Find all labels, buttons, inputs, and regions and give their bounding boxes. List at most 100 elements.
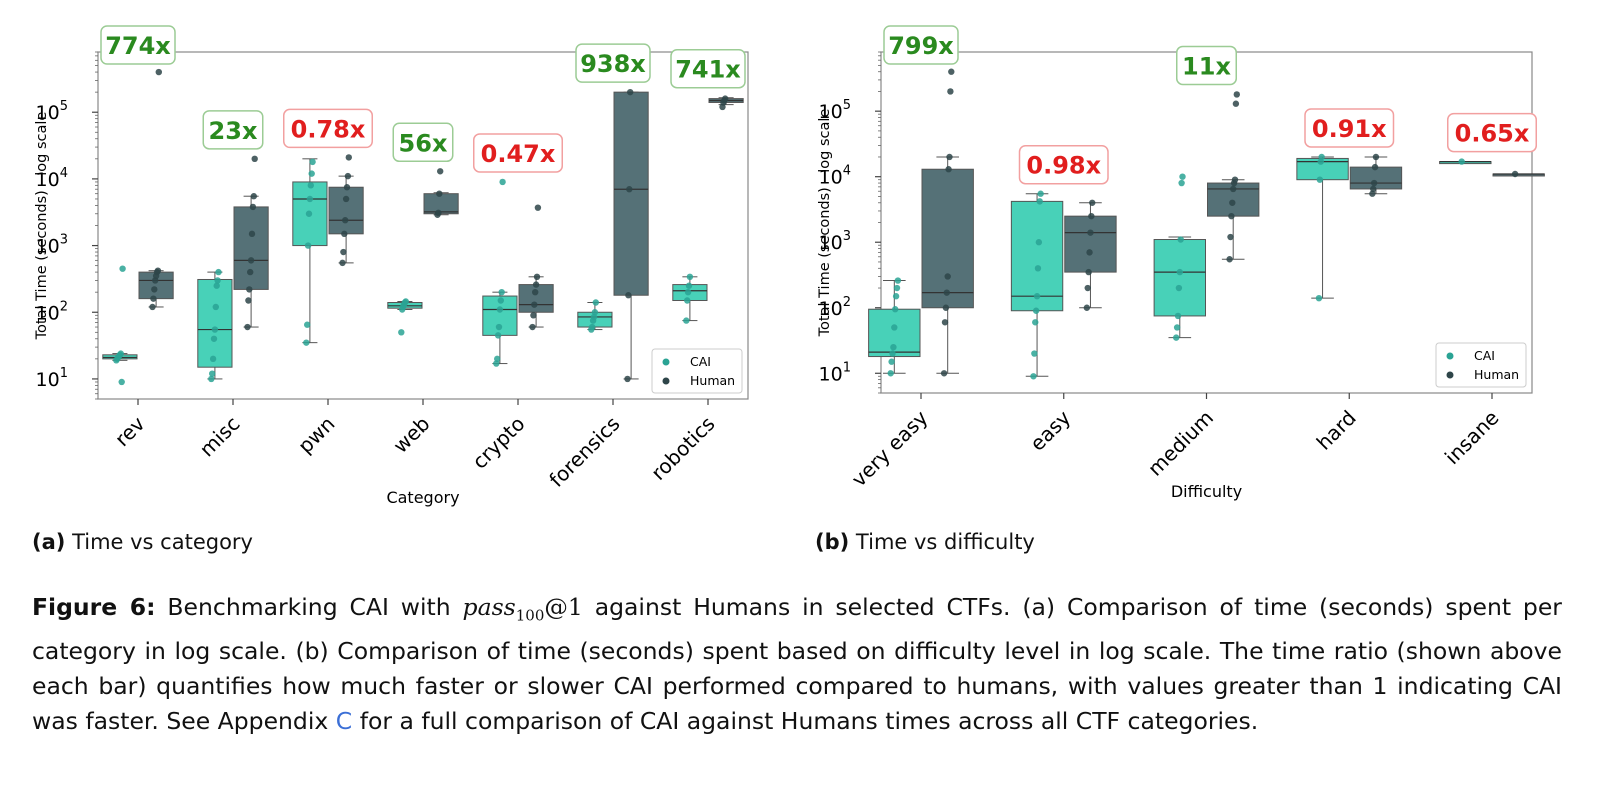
caption-part2: against Humans in selected CTFs. (a) Com… <box>32 593 1562 735</box>
human-point <box>149 303 156 311</box>
human-point <box>530 312 537 319</box>
cai-point <box>398 329 405 336</box>
subcaption-a: (a) Time vs category <box>32 530 253 554</box>
human-point <box>1233 91 1240 98</box>
human-point <box>341 230 348 238</box>
x-axis-label: Category <box>386 488 459 507</box>
human-point <box>345 154 352 161</box>
human-point <box>342 217 349 224</box>
subcaption-b-text: Time vs difficulty <box>855 530 1035 554</box>
cai-point <box>892 306 899 313</box>
plot-frame <box>880 51 1533 394</box>
cai-point <box>494 332 502 339</box>
human-point <box>1228 212 1235 220</box>
human-point <box>532 288 539 296</box>
ratio-badge <box>202 110 264 150</box>
ratio-badge <box>473 133 563 173</box>
ratio-badge <box>883 25 959 65</box>
ratio-label: 0.65x <box>1455 120 1530 148</box>
cai-point <box>304 321 311 328</box>
cai-point <box>1458 158 1465 165</box>
cai-point <box>117 350 125 357</box>
cai-point <box>892 293 900 300</box>
human-point <box>1084 284 1091 292</box>
legend-label-cai: CAI <box>690 354 711 369</box>
cai-point <box>304 242 312 249</box>
human-point <box>151 286 158 293</box>
y-tick-exponent: 4 <box>60 166 68 181</box>
human-point <box>947 88 954 95</box>
y-tick-exponent: 3 <box>60 233 68 248</box>
human-point <box>343 184 351 191</box>
human-point <box>1089 199 1096 206</box>
human-box <box>921 168 974 309</box>
cai-point <box>498 288 505 296</box>
human-point <box>945 166 952 173</box>
legend-marker-human <box>662 377 670 385</box>
cai-point <box>309 158 316 166</box>
human-point <box>532 281 540 288</box>
caption-label: Figure 6: <box>32 593 156 621</box>
cai-point <box>887 370 894 377</box>
caption-part1: Benchmarking CAI with <box>167 593 451 621</box>
ratio-badge <box>575 43 651 83</box>
human-point <box>251 155 258 163</box>
subcaption-b-label: (b) <box>815 530 850 554</box>
cai-point <box>1177 236 1184 243</box>
ratio-label: 11x <box>1182 52 1231 80</box>
cai-point <box>1179 173 1186 180</box>
subcaption-a-text: Time vs category <box>72 530 253 554</box>
human-point <box>1369 190 1376 197</box>
appendix-link[interactable]: C <box>335 706 353 735</box>
cai-point <box>1176 268 1184 276</box>
cai-point <box>591 309 599 316</box>
y-tick-label: 103 <box>819 229 851 254</box>
ratio-badge <box>670 48 746 89</box>
cai-point <box>208 375 215 383</box>
cai-point <box>209 355 217 363</box>
cai-point <box>684 288 692 296</box>
ratio-label: 774x <box>105 32 171 60</box>
human-point <box>340 248 347 256</box>
human-point <box>529 323 536 331</box>
human-point <box>1370 179 1378 187</box>
ratio-label: 938x <box>580 50 646 78</box>
x-tick-label: hard <box>1312 406 1361 455</box>
legend-marker-cai <box>1446 352 1454 360</box>
y-tick-exponent: 2 <box>843 295 851 310</box>
human-point <box>1511 170 1519 178</box>
cai-box <box>1153 239 1206 317</box>
x-tick-label: medium <box>1143 406 1218 481</box>
human-point <box>1088 212 1095 220</box>
cai-point <box>496 306 504 313</box>
ratio-badge <box>1176 45 1237 86</box>
legend-marker-human <box>1446 371 1454 379</box>
human-point <box>342 195 350 203</box>
human-point <box>154 267 162 274</box>
human-point <box>1226 256 1233 263</box>
cai-box <box>1010 200 1064 312</box>
cai-point <box>1315 294 1323 302</box>
human-point <box>627 88 634 96</box>
legend-label-human: Human <box>1474 367 1519 382</box>
human-point <box>722 95 729 102</box>
y-tick-exponent: 1 <box>60 366 68 381</box>
cai-point <box>209 370 216 377</box>
human-point <box>339 259 346 267</box>
ratio-label: 23x <box>209 117 258 145</box>
cai-point <box>495 323 503 331</box>
cai-point <box>1037 190 1044 197</box>
human-point <box>155 68 162 76</box>
caption-math: pass100@1 <box>463 593 583 625</box>
ratio-label: 0.91x <box>1312 115 1387 143</box>
ratio-label: 799x <box>888 32 954 60</box>
human-box <box>518 284 554 313</box>
x-tick-label: pwn <box>293 412 339 458</box>
cai-point <box>1174 312 1182 320</box>
cai-point <box>1036 198 1043 205</box>
cai-point <box>119 265 126 272</box>
cai-point <box>589 323 596 331</box>
human-point <box>1372 153 1380 161</box>
